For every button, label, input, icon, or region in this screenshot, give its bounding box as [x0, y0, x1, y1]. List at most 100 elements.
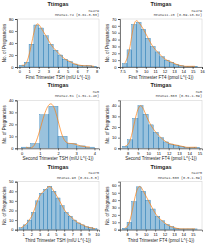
y-tick: 20 [9, 208, 17, 213]
y-axis-title: No. of Pregnancies [2, 23, 7, 62]
y-axis: 010203040506070 [112, 17, 120, 70]
x-tick-label: 14 [182, 69, 187, 74]
subplot-title: Ttimgas [150, 1, 171, 7]
y-tick-mark [15, 191, 17, 192]
x-tick-label: 6 [64, 232, 67, 237]
annotation: Mean=1.503 (0.51-1.59) [156, 94, 202, 98]
smooth-curve [125, 186, 195, 229]
x-tick: 1 [23, 230, 26, 237]
y-tick: 10 [112, 58, 120, 63]
y-tick: 10 [9, 218, 17, 223]
y-tick-label: 30 [9, 110, 14, 115]
y-tick-label: 50 [9, 179, 14, 184]
x-tick-label: 11 [154, 232, 159, 237]
y-tick-mark [118, 40, 120, 41]
x-tick: 1 [28, 67, 31, 74]
y-tick: 10 [112, 135, 120, 140]
y-tick-mark [15, 182, 17, 183]
panel: 012345678020406080Ttimgasn=479Mean=1.74 … [2, 1, 100, 80]
x-tick: 15 [191, 67, 196, 74]
plot-frame [17, 19, 99, 67]
y-tick: 40 [112, 37, 120, 42]
histogram-bar [123, 146, 128, 148]
x-tick: 13 [172, 67, 177, 74]
y-tick-label: 30 [112, 205, 117, 210]
subplot-title: Ttimgas [47, 82, 68, 88]
marks [122, 186, 197, 229]
y-tick-mark [118, 53, 120, 54]
y-tick-mark [118, 208, 120, 209]
histogram-bar [53, 50, 58, 67]
x-tick-label: 4 [57, 69, 60, 74]
y-tick: 0 [11, 65, 17, 70]
y-tick: 40 [112, 198, 120, 203]
x-tick-label: 14 [187, 151, 192, 156]
smooth-curve [125, 106, 197, 148]
y-tick: 60 [9, 29, 17, 34]
y-tick-label: 50 [112, 191, 117, 196]
x-tick: 12 [163, 230, 168, 237]
annotation: n=5 [93, 90, 99, 94]
y-tick: 20 [9, 53, 17, 58]
x-tick: 8 [126, 230, 129, 237]
x-tick-label: 2 [31, 232, 34, 237]
marks [123, 106, 200, 149]
y-tick-label: 10 [9, 218, 14, 223]
y-tick-label: 20 [112, 51, 117, 56]
x-tick: 15 [198, 148, 203, 155]
y-tick: 40 [9, 41, 17, 46]
y-tick-label: 0 [11, 65, 14, 70]
y-axis-line [118, 20, 121, 68]
y-tick-mark [118, 60, 120, 61]
x-tick: 7 [72, 230, 75, 237]
y-tick: 40 [9, 189, 17, 194]
subplot-title: Ttimgas [150, 164, 171, 170]
x-tick-label: 10 [144, 69, 149, 74]
x-tick: 2 [31, 230, 34, 237]
y-tick-label: 40 [9, 189, 14, 194]
y-tick: 20 [112, 51, 120, 56]
histogram-bar [136, 187, 141, 230]
x-tick-label: 15 [191, 69, 196, 74]
y-tick-label: 10 [112, 58, 117, 63]
y-tick-label: 70 [112, 17, 117, 22]
y-tick-mark [15, 100, 17, 101]
histogram-bar [44, 36, 49, 67]
y-tick: 30 [9, 199, 17, 204]
histogram-bar [150, 46, 155, 67]
x-tick: 2 [38, 67, 41, 74]
x-tick: 15 [191, 230, 196, 237]
y-axis-title: No. of Pregnancies [105, 104, 110, 143]
y-tick: 70 [112, 17, 120, 22]
x-tick: 9 [137, 148, 140, 155]
x-tick: 12 [163, 67, 168, 74]
y-tick-mark [15, 230, 17, 231]
x-tick-label: 7 [86, 69, 89, 74]
x-tick-label: 8 [126, 232, 129, 237]
y-tick-mark [15, 220, 17, 221]
marks [22, 104, 95, 148]
x-tick-label: 8 [96, 69, 99, 74]
y-tick-label: 0 [11, 227, 14, 232]
x-tick-label: 8 [80, 232, 83, 237]
histogram-bar [141, 191, 146, 229]
x-tick: 0 [21, 148, 24, 155]
y-tick: 40 [112, 103, 120, 108]
y-tick-mark [118, 193, 120, 194]
x-tick-label: 2 [38, 69, 41, 74]
x-axis: 89101112131415 [121, 230, 203, 237]
x-tick: 9 [136, 67, 139, 74]
y-axis-title: No. of Pregnancies [105, 23, 110, 62]
y-tick-label: 60 [9, 29, 14, 34]
x-tick-label: 9 [88, 232, 91, 237]
x-tick-label: 13 [177, 151, 182, 156]
y-tick-label: 40 [9, 41, 14, 46]
annotation: Mean=1.503 (0.5-1.59) [158, 176, 202, 180]
x-tick-label: 6 [77, 69, 80, 74]
histogram-bar [52, 191, 56, 229]
histogram-bar [136, 22, 141, 67]
y-tick-label: 30 [112, 44, 117, 49]
histogram-bar [68, 216, 72, 229]
histogram-bar [85, 147, 94, 148]
x-tick: 3 [39, 230, 42, 237]
